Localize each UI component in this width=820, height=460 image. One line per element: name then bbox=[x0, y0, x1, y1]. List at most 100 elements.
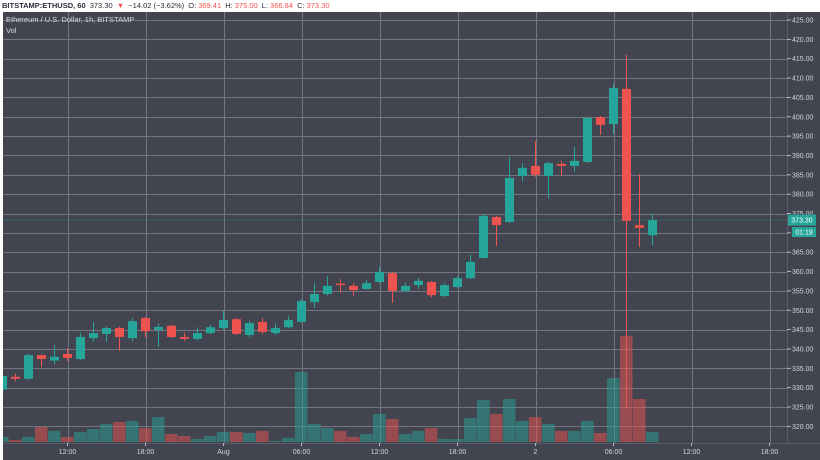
candle-down[interactable] bbox=[427, 280, 436, 298]
price-axis[interactable]: 425.00 420.00 415.00 410.00 405.00 400.00 395.… bbox=[787, 12, 816, 443]
candle-down[interactable] bbox=[63, 348, 72, 361]
candle-up[interactable] bbox=[583, 116, 592, 164]
symbol-header: BITSTAMP:ETHUSD, 60 373.30 ▼ −14.02 (−3.… bbox=[0, 0, 820, 12]
candle-up[interactable] bbox=[206, 324, 215, 335]
candle-body bbox=[11, 376, 20, 379]
candle-up[interactable] bbox=[570, 146, 579, 172]
candle-down[interactable] bbox=[622, 54, 631, 409]
candle-body bbox=[388, 273, 397, 291]
candle-up[interactable] bbox=[128, 317, 137, 342]
volume-bar bbox=[308, 424, 321, 442]
candle-body bbox=[609, 88, 618, 125]
candle-up[interactable] bbox=[50, 345, 59, 365]
candle-down[interactable] bbox=[258, 317, 267, 334]
candle-body bbox=[557, 163, 566, 166]
candle-down[interactable] bbox=[232, 317, 241, 336]
candle-up[interactable] bbox=[323, 276, 332, 296]
volume-bar bbox=[243, 433, 256, 442]
candle-down[interactable] bbox=[336, 279, 345, 293]
candle-down[interactable] bbox=[388, 271, 397, 303]
volume-bar bbox=[347, 437, 360, 442]
time-axis[interactable]: 12:00 18:00 Aug 06:00 12:00 18:00 2 06:00 12:00 1… bbox=[3, 443, 820, 456]
candle-up[interactable] bbox=[401, 282, 410, 293]
candle-up[interactable] bbox=[440, 283, 449, 298]
candle-down[interactable] bbox=[115, 326, 124, 351]
candle-up[interactable] bbox=[466, 254, 475, 280]
candle-up[interactable] bbox=[518, 163, 527, 181]
candle-up[interactable] bbox=[193, 327, 202, 341]
candle-body bbox=[544, 163, 553, 176]
price-tick-label: 425.00 bbox=[792, 18, 814, 25]
candle-body bbox=[323, 285, 332, 294]
volume-bar bbox=[360, 434, 373, 442]
candle-down[interactable] bbox=[37, 354, 46, 368]
volume-bar bbox=[3, 437, 9, 442]
candle-up[interactable] bbox=[154, 323, 163, 348]
candle-down[interactable] bbox=[492, 215, 501, 247]
time-tick-label: Aug bbox=[217, 449, 230, 456]
candle-up[interactable] bbox=[219, 311, 228, 330]
time-tick-label: 12:00 bbox=[59, 449, 77, 456]
volume-bar bbox=[35, 427, 48, 442]
candle-up[interactable] bbox=[375, 266, 384, 284]
candle-up[interactable] bbox=[24, 353, 33, 380]
high-label: H: bbox=[225, 1, 233, 10]
candle-up[interactable] bbox=[102, 326, 111, 342]
candle-up[interactable] bbox=[479, 214, 488, 259]
candle-up[interactable] bbox=[505, 156, 514, 224]
candle-down[interactable] bbox=[349, 283, 358, 296]
low-value: 366.84 bbox=[270, 1, 293, 10]
candle-up[interactable] bbox=[648, 213, 657, 246]
price-tick-label: 375.00 bbox=[792, 211, 814, 218]
volume-bar bbox=[529, 417, 542, 442]
price-tick-label: 380.00 bbox=[792, 192, 814, 199]
candle-up[interactable] bbox=[297, 299, 306, 323]
candle-up[interactable] bbox=[0, 374, 7, 391]
candle-body bbox=[115, 328, 124, 337]
volume-bar bbox=[269, 441, 282, 442]
candle-body bbox=[453, 278, 462, 288]
candle-down[interactable] bbox=[596, 115, 605, 135]
candle-up[interactable] bbox=[284, 316, 293, 329]
candle-down[interactable] bbox=[141, 316, 150, 338]
candle-body bbox=[518, 167, 527, 176]
candle-up[interactable] bbox=[414, 278, 423, 289]
candle-down[interactable] bbox=[531, 141, 540, 177]
candle-body bbox=[375, 271, 384, 282]
candle-body bbox=[310, 293, 319, 303]
open-label: O: bbox=[188, 1, 197, 10]
high-value: 375.00 bbox=[234, 1, 258, 10]
candle-up[interactable] bbox=[609, 83, 618, 135]
candle-down[interactable] bbox=[557, 160, 566, 176]
time-tick-label: 18:00 bbox=[137, 449, 155, 456]
volume-bar bbox=[438, 439, 451, 442]
candle-up[interactable] bbox=[89, 321, 98, 342]
countdown-label: 01:19 bbox=[795, 230, 813, 237]
volume-bar bbox=[334, 431, 347, 442]
volume-bar bbox=[178, 436, 191, 442]
candle-up[interactable] bbox=[544, 161, 553, 199]
candle-down[interactable] bbox=[167, 324, 176, 339]
volume-bar bbox=[607, 378, 620, 442]
volume-bar bbox=[451, 439, 464, 442]
candle-body bbox=[596, 117, 605, 125]
volume-bar bbox=[295, 372, 308, 442]
price-tick-label: 390.00 bbox=[792, 153, 814, 160]
candle-up[interactable] bbox=[245, 320, 254, 338]
volume-bar bbox=[9, 440, 22, 442]
candle-up[interactable] bbox=[362, 280, 371, 291]
candle-up[interactable] bbox=[310, 283, 319, 308]
price-tick-label: 410.00 bbox=[792, 76, 814, 83]
price-tick-label: 345.00 bbox=[792, 327, 814, 334]
volume-bar bbox=[87, 429, 100, 442]
candle-body bbox=[414, 280, 423, 286]
candle-down[interactable] bbox=[180, 332, 189, 342]
candle-down[interactable] bbox=[635, 174, 644, 248]
candle-up[interactable] bbox=[453, 276, 462, 288]
volume-bar bbox=[22, 437, 35, 442]
candle-body bbox=[102, 328, 111, 334]
candle-up[interactable] bbox=[271, 323, 280, 336]
candle-up[interactable] bbox=[76, 332, 85, 361]
candle-down[interactable] bbox=[11, 373, 20, 382]
